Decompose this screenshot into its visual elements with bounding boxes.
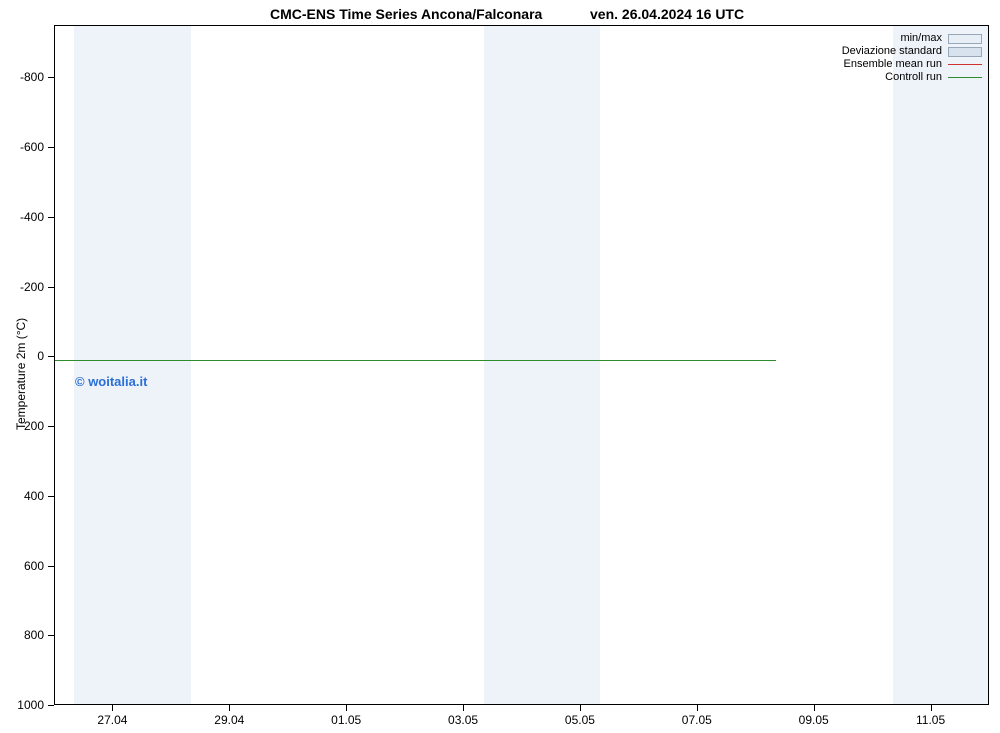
x-tick-label: 11.05 <box>916 713 945 727</box>
legend-item: Ensemble mean run <box>842 58 982 71</box>
watermark: © woitalia.it <box>75 374 147 389</box>
legend-label: Deviazione standard <box>842 45 942 58</box>
y-tick <box>48 217 54 218</box>
x-tick <box>814 705 815 711</box>
legend-swatch <box>948 34 982 44</box>
y-tick-label: -800 <box>14 70 44 84</box>
x-tick-label: 27.04 <box>97 713 127 727</box>
y-axis-label: Temperature 2m (°C) <box>14 318 28 430</box>
y-tick-label: -600 <box>14 140 44 154</box>
x-tick-label: 07.05 <box>682 713 712 727</box>
x-tick <box>931 705 932 711</box>
temperature-chart: CMC-ENS Time Series Ancona/Falconara ven… <box>0 0 1000 733</box>
legend: min/maxDeviazione standardEnsemble mean … <box>842 32 982 84</box>
y-tick <box>48 356 54 357</box>
y-tick <box>48 426 54 427</box>
x-tick <box>580 705 581 711</box>
y-tick-label: 800 <box>14 628 44 642</box>
y-tick <box>48 566 54 567</box>
legend-item: min/max <box>842 32 982 45</box>
x-tick <box>229 705 230 711</box>
y-tick-label: -400 <box>14 210 44 224</box>
chart-title-right: ven. 26.04.2024 16 UTC <box>590 6 744 22</box>
chart-title-left: CMC-ENS Time Series Ancona/Falconara <box>270 6 542 22</box>
y-tick-label: -200 <box>14 280 44 294</box>
control-run-line <box>55 360 776 361</box>
x-tick <box>697 705 698 711</box>
weekend-band <box>484 26 601 704</box>
plot-area: © woitalia.it min/maxDeviazione standardE… <box>54 25 989 705</box>
y-tick-label: 600 <box>14 559 44 573</box>
y-tick <box>48 287 54 288</box>
x-tick <box>463 705 464 711</box>
y-tick-label: 200 <box>14 419 44 433</box>
x-tick-label: 29.04 <box>214 713 244 727</box>
legend-label: Controll run <box>885 71 942 84</box>
legend-swatch <box>948 64 982 65</box>
weekend-band <box>74 26 191 704</box>
weekend-band <box>893 26 989 704</box>
legend-item: Controll run <box>842 71 982 84</box>
legend-item: Deviazione standard <box>842 45 982 58</box>
y-tick <box>48 705 54 706</box>
legend-swatch <box>948 77 982 78</box>
y-tick <box>48 77 54 78</box>
y-tick <box>48 147 54 148</box>
x-tick-label: 09.05 <box>799 713 829 727</box>
y-tick-label: 400 <box>14 489 44 503</box>
legend-label: min/max <box>900 32 942 45</box>
x-tick <box>112 705 113 711</box>
legend-swatch <box>948 47 982 57</box>
y-tick-label: 0 <box>14 349 44 363</box>
x-tick-label: 05.05 <box>565 713 595 727</box>
y-tick-label: 1000 <box>14 698 44 712</box>
y-tick <box>48 635 54 636</box>
x-tick-label: 01.05 <box>331 713 361 727</box>
y-tick <box>48 496 54 497</box>
legend-label: Ensemble mean run <box>844 58 942 71</box>
x-tick-label: 03.05 <box>448 713 478 727</box>
x-tick <box>346 705 347 711</box>
